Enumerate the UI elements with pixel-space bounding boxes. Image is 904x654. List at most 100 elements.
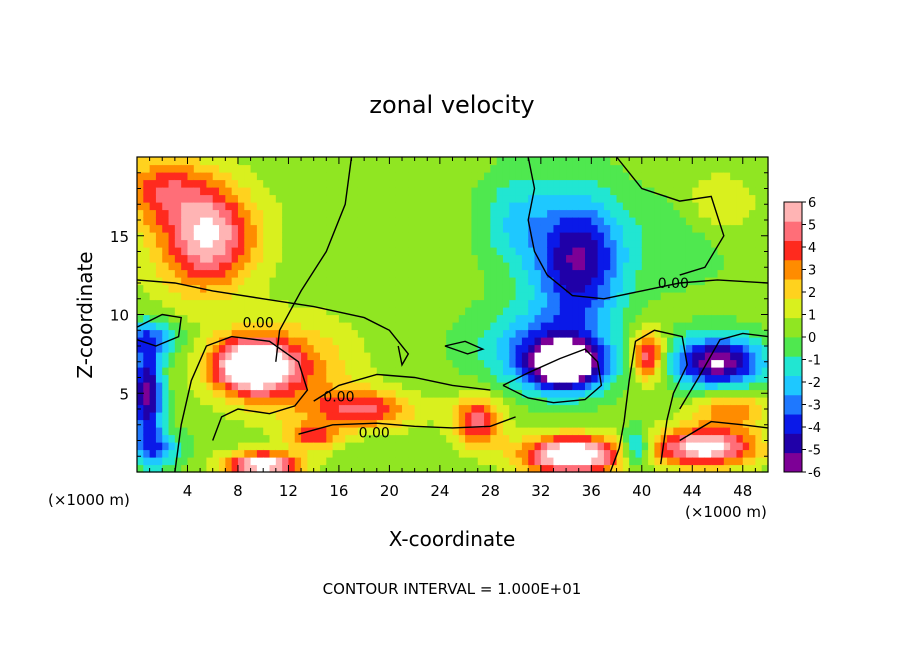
- heatmap-cell: [155, 419, 163, 428]
- heatmap-cell: [452, 374, 460, 383]
- heatmap-cell: [420, 299, 428, 308]
- heatmap-cell: [244, 164, 252, 173]
- heatmap-cell: [357, 337, 365, 346]
- heatmap-cell: [219, 427, 226, 436]
- heatmap-cell: [187, 434, 195, 443]
- heatmap-cell: [174, 344, 182, 353]
- heatmap-cell: [269, 179, 277, 188]
- heatmap-cell: [193, 232, 201, 241]
- heatmap-cell: [149, 404, 157, 413]
- heatmap-cell: [616, 344, 624, 353]
- heatmap-cell: [704, 292, 712, 301]
- heatmap-cell: [137, 299, 144, 308]
- heatmap-cell: [307, 262, 315, 271]
- heatmap-cell: [319, 329, 327, 338]
- heatmap-cell: [692, 179, 700, 188]
- heatmap-cell: [711, 194, 719, 203]
- heatmap-cell: [389, 449, 397, 458]
- heatmap-cell: [383, 337, 390, 346]
- heatmap-cell: [667, 239, 674, 248]
- heatmap-cell: [616, 412, 624, 421]
- heatmap-cell: [477, 412, 485, 421]
- heatmap-cell: [711, 464, 719, 473]
- heatmap-cell: [610, 239, 618, 248]
- heatmap-cell: [452, 224, 460, 233]
- heatmap-cell: [610, 217, 618, 226]
- heatmap-cell: [553, 277, 561, 286]
- heatmap-cell: [660, 164, 668, 173]
- heatmap-cell: [168, 337, 176, 346]
- heatmap-cell: [282, 322, 290, 331]
- heatmap-cell: [351, 202, 359, 211]
- heatmap-cell: [282, 442, 290, 451]
- heatmap-cell: [155, 434, 163, 443]
- heatmap-cell: [212, 179, 220, 188]
- heatmap-cell: [477, 464, 485, 473]
- heatmap-cell: [301, 359, 308, 368]
- heatmap-cell: [603, 314, 611, 323]
- heatmap-cell: [357, 464, 365, 473]
- heatmap-cell: [326, 224, 334, 233]
- heatmap-cell: [351, 442, 359, 451]
- heatmap-cell: [692, 359, 700, 368]
- heatmap-cell: [566, 374, 573, 383]
- heatmap-cell: [168, 157, 176, 166]
- heatmap-cell: [496, 164, 504, 173]
- heatmap-cell: [534, 179, 542, 188]
- heatmap-cell: [477, 224, 485, 233]
- heatmap-cell: [174, 382, 182, 391]
- heatmap-cell: [547, 419, 555, 428]
- heatmap-cell: [319, 307, 327, 316]
- heatmap-cell: [288, 367, 296, 376]
- heatmap-cell: [174, 187, 182, 196]
- heatmap-cell: [616, 352, 624, 361]
- heatmap-cell: [597, 329, 605, 338]
- heatmap-cell: [572, 172, 580, 181]
- zero-contour-line: [275, 156, 353, 362]
- heatmap-cell: [383, 202, 390, 211]
- heatmap-cell: [736, 367, 744, 376]
- heatmap-cell: [433, 449, 441, 458]
- heatmap-cell: [174, 367, 182, 376]
- heatmap-cell: [559, 194, 567, 203]
- heatmap-cell: [357, 254, 365, 263]
- heatmap-cell: [370, 284, 378, 293]
- heatmap-cell: [364, 262, 372, 271]
- heatmap-cell: [155, 397, 163, 406]
- heatmap-cell: [635, 202, 643, 211]
- heatmap-cell: [730, 412, 738, 421]
- heatmap-cell: [755, 457, 763, 466]
- heatmap-cell: [288, 187, 296, 196]
- heatmap-cell: [420, 367, 428, 376]
- heatmap-cell: [711, 187, 719, 196]
- heatmap-cell: [212, 254, 220, 263]
- heatmap-cell: [275, 322, 283, 331]
- heatmap-cell: [402, 314, 409, 323]
- heatmap-cell: [219, 172, 226, 181]
- heatmap-cell: [490, 239, 498, 248]
- heatmap-cell: [269, 367, 277, 376]
- heatmap-cell: [641, 329, 649, 338]
- heatmap-cell: [717, 344, 725, 353]
- heatmap-cell: [364, 254, 372, 263]
- heatmap-cell: [231, 262, 239, 271]
- heatmap-cell: [685, 449, 693, 458]
- heatmap-cell: [383, 457, 390, 466]
- heatmap-cell: [572, 299, 580, 308]
- heatmap-cell: [471, 269, 479, 278]
- heatmap-cell: [402, 187, 409, 196]
- heatmap-cell: [591, 442, 599, 451]
- heatmap-cell: [515, 194, 523, 203]
- heatmap-cell: [578, 179, 586, 188]
- heatmap-cell: [559, 307, 567, 316]
- heatmap-cell: [307, 359, 315, 368]
- heatmap-cell: [477, 404, 485, 413]
- heatmap-cell: [742, 157, 750, 166]
- heatmap-cell: [244, 224, 252, 233]
- heatmap-cell: [332, 299, 340, 308]
- heatmap-cell: [269, 269, 277, 278]
- heatmap-cell: [660, 344, 668, 353]
- heatmap-cell: [528, 262, 536, 271]
- heatmap-cell: [162, 329, 170, 338]
- heatmap-cell: [736, 209, 744, 218]
